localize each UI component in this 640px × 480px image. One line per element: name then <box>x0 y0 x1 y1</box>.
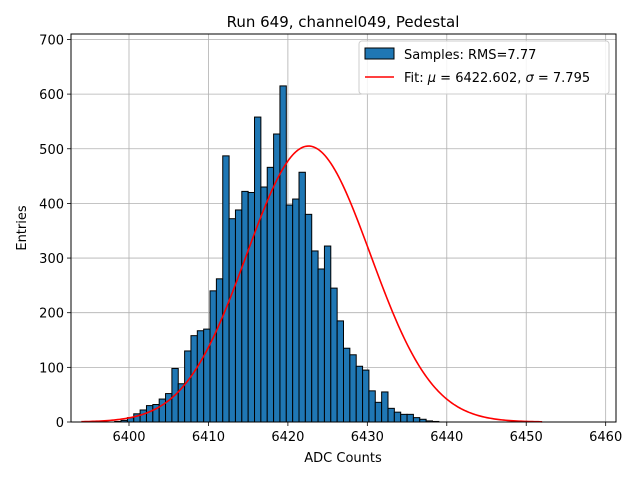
histogram-bar <box>203 328 211 423</box>
histogram-bar <box>266 166 275 423</box>
legend-histogram-label: Samples: RMS=7.77 <box>404 48 536 63</box>
histogram-bar <box>222 155 230 423</box>
histogram-bar <box>234 209 243 423</box>
fit-curve <box>81 145 543 423</box>
histogram-bar <box>241 190 249 423</box>
y-tick-label: 400 <box>39 197 64 212</box>
x-tick-label: 6430 <box>351 430 384 445</box>
histogram-bar <box>368 390 376 423</box>
histogram-bar <box>387 407 395 423</box>
legend-fit-sigma-symbol: σ <box>526 71 535 86</box>
histogram-bar <box>298 171 306 423</box>
x-tick-label: 6450 <box>510 430 543 445</box>
x-tick-label: 6410 <box>192 430 225 445</box>
histogram-bar <box>190 335 198 423</box>
histogram-bar <box>412 417 421 423</box>
histogram-bar <box>279 85 287 423</box>
histogram-bar <box>304 213 313 423</box>
histogram-bar <box>184 350 192 423</box>
histogram-bar <box>406 413 414 423</box>
histogram-bar <box>343 347 351 423</box>
y-axis-label: Entries <box>15 205 30 251</box>
histogram-bar <box>311 250 319 423</box>
histogram-bar <box>228 218 236 423</box>
legend-histogram-swatch <box>364 47 395 60</box>
histogram-bar <box>330 287 338 423</box>
histogram-bar <box>139 409 147 423</box>
histogram-bar <box>362 369 370 423</box>
histogram-bar <box>209 290 217 423</box>
y-tick-label: 100 <box>39 361 64 376</box>
histogram-bar <box>247 191 256 423</box>
histogram-bar <box>317 268 325 423</box>
legend-fit-suffix: = 7.795 <box>534 71 590 86</box>
histogram-bar <box>196 330 205 423</box>
histogram-bar <box>145 405 154 423</box>
x-axis-label: ADC Counts <box>304 451 382 466</box>
histogram-bar <box>393 411 402 423</box>
histogram-bar <box>355 365 364 423</box>
x-tick-label: 6420 <box>271 430 304 445</box>
legend-fit-prefix: Fit: <box>404 71 428 86</box>
y-tick-label: 600 <box>39 88 64 103</box>
histogram-bar <box>349 354 357 423</box>
histogram-bar <box>285 204 294 423</box>
histogram-bar <box>374 401 383 423</box>
histogram-bars <box>114 85 440 423</box>
histogram-bar <box>381 391 389 423</box>
histogram-bar <box>158 398 167 423</box>
y-tick-label: 300 <box>39 252 64 267</box>
axis-ticks: 6400 6410 6420 6430 6440 6450 6460 0 100 200 300 40… <box>39 33 622 445</box>
histogram-bar <box>400 413 408 423</box>
histogram-bar <box>323 245 332 423</box>
legend-fit-mid: = 6422.602, <box>436 71 525 86</box>
histogram-bar <box>260 186 268 423</box>
y-tick-label: 500 <box>39 143 64 158</box>
y-tick-label: 200 <box>39 307 64 322</box>
histogram-bar <box>292 198 300 423</box>
x-tick-label: 6460 <box>589 430 622 445</box>
histogram-bar <box>254 116 262 423</box>
legend: Samples: RMS=7.77 Fit: μ = 6422.602, σ =… <box>358 40 610 95</box>
histogram-bar <box>336 320 345 423</box>
legend-fit-label: Fit: μ = 6422.602, σ = 7.795 <box>404 71 590 86</box>
x-tick-label: 6400 <box>112 430 145 445</box>
legend-fit-mu-symbol: μ <box>427 71 436 86</box>
legend-box <box>358 40 610 95</box>
histogram-bar <box>215 278 224 423</box>
y-tick-label: 700 <box>39 33 64 48</box>
x-tick-label: 6440 <box>430 430 463 445</box>
plot-frame <box>70 33 617 423</box>
chart-title: Run 649, channel049, Pedestal <box>227 13 460 31</box>
y-tick-label: 0 <box>56 416 64 431</box>
